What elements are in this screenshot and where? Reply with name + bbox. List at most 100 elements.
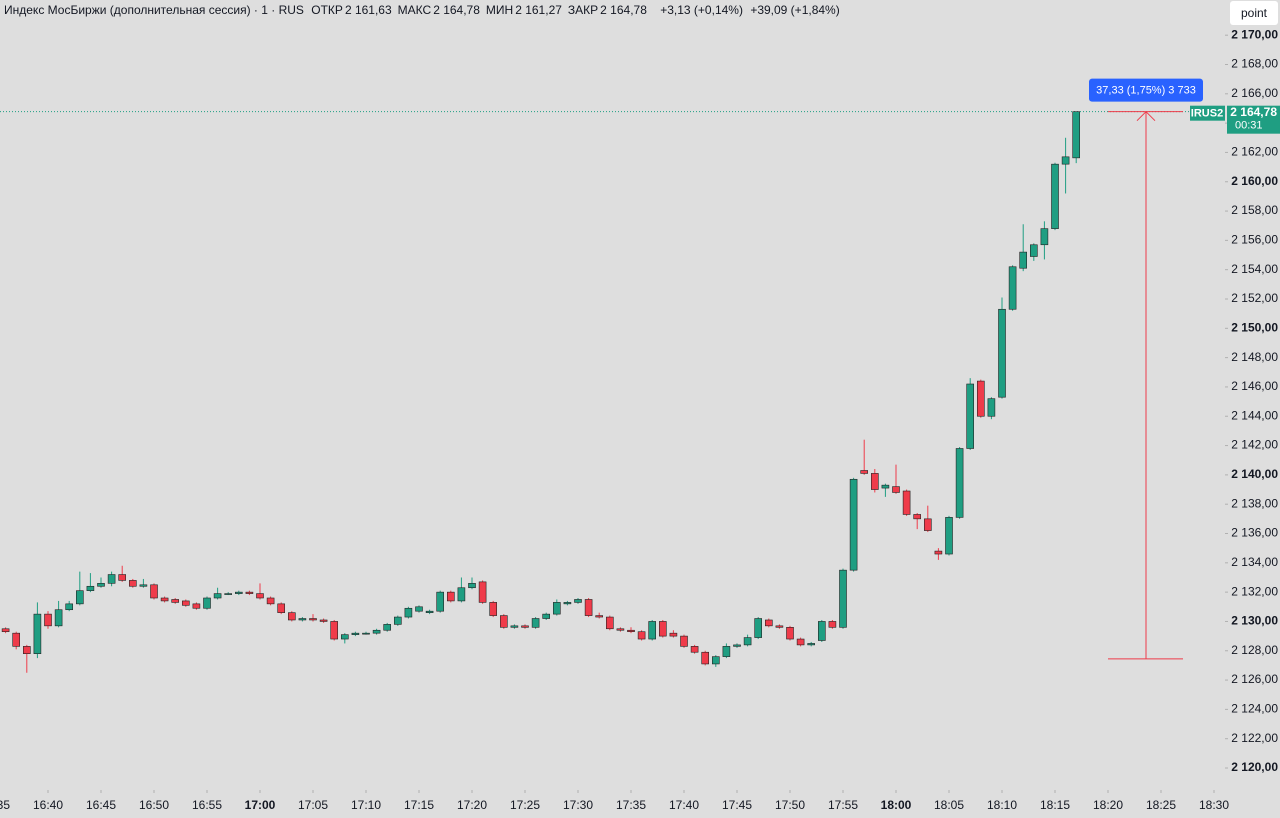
y-tick-label: 2 134,00	[1231, 555, 1278, 569]
x-tick-label: 18:15	[1040, 798, 1070, 812]
bar-change: +3,13 (+0,14%)	[660, 3, 743, 17]
candle-body	[256, 593, 264, 599]
stat-value: 2 161,27	[515, 3, 562, 17]
x-tick-label: 16:35	[0, 798, 10, 812]
candle-body	[287, 612, 296, 621]
candle-body	[54, 609, 63, 627]
x-tick-label: 16:50	[139, 798, 169, 812]
candle-body	[817, 621, 826, 641]
candle-body	[171, 599, 179, 603]
x-tick-label: 17:55	[828, 798, 858, 812]
candle-body	[976, 380, 985, 417]
candle-body	[849, 478, 858, 571]
x-tick-label: 16:40	[33, 798, 63, 812]
candle-body	[107, 574, 116, 584]
candle-body	[44, 613, 52, 627]
y-tick-label: 2 170,00	[1231, 27, 1278, 41]
candle-body	[870, 473, 879, 490]
candle-body	[881, 484, 890, 489]
x-tick-label: 18:00	[881, 798, 912, 812]
x-tick-label: 16:45	[86, 798, 116, 812]
stat-label: ЗАКР	[567, 3, 599, 17]
x-tick-label: 18:20	[1093, 798, 1123, 812]
y-tick-label: 2 162,00	[1231, 145, 1278, 159]
candle-body	[22, 646, 31, 654]
point-button[interactable]: point	[1230, 1, 1278, 25]
candle-body	[1040, 228, 1049, 246]
candle-body	[923, 518, 932, 531]
candle-body	[860, 470, 869, 474]
candle-body	[595, 615, 604, 618]
candle-body	[298, 618, 307, 621]
candle-body	[680, 635, 688, 647]
candle-body	[150, 584, 158, 599]
price-tag-label: 2 164,78	[1230, 105, 1277, 119]
x-tick-label: 17:20	[457, 798, 487, 812]
x-tick-label: 17:40	[669, 798, 699, 812]
candle-body	[902, 490, 911, 515]
candle-body	[351, 632, 360, 635]
candle-body	[701, 651, 710, 665]
candle-body	[1, 628, 10, 633]
y-tick-label: 2 130,00	[1231, 614, 1278, 628]
candle-body	[1008, 266, 1017, 310]
stat-value: 2 161,63	[344, 3, 392, 17]
countdown: 00:31	[1235, 120, 1263, 132]
candle-body	[213, 593, 222, 599]
candle-body	[775, 625, 784, 628]
y-tick-label: 2 120,00	[1231, 760, 1278, 774]
candle-body	[627, 629, 635, 633]
candle-body	[690, 646, 699, 653]
candle-body	[129, 580, 137, 587]
candle-body	[235, 591, 243, 594]
y-tick-label: 2 150,00	[1231, 320, 1278, 334]
candle-body	[637, 631, 646, 640]
symbol-tag	[1190, 105, 1225, 121]
candle-body	[76, 590, 84, 605]
candle-body	[224, 593, 232, 595]
y-tick-label: 2 128,00	[1231, 643, 1278, 657]
candle-body	[277, 603, 286, 613]
candle-body	[457, 587, 466, 602]
y-tick-label: 2 154,00	[1231, 262, 1278, 276]
candle-body	[383, 624, 392, 631]
candle-body	[489, 602, 498, 616]
candle-body	[828, 621, 837, 628]
y-tick-label: 2 138,00	[1231, 496, 1278, 510]
candle-body	[160, 597, 169, 602]
candle-body	[807, 643, 816, 646]
stat-value: 2 164,78	[600, 3, 647, 17]
x-tick-label: 18:05	[934, 798, 964, 812]
candle-body	[86, 585, 95, 591]
candle-body	[521, 625, 529, 628]
candle-body	[531, 618, 540, 628]
y-tick-label: 2 156,00	[1231, 233, 1278, 247]
x-tick-label: 16:55	[192, 798, 222, 812]
candle-body	[648, 621, 657, 640]
legend-header: Индекс МосБиржи (дополнительная сессия) …	[4, 3, 844, 17]
y-tick-label: 2 136,00	[1231, 526, 1278, 540]
candle-body	[499, 615, 508, 628]
candle-body	[330, 621, 339, 640]
candle-body	[266, 597, 275, 605]
candle-body	[393, 616, 402, 625]
y-tick-label: 2 158,00	[1231, 203, 1278, 217]
candle-body	[415, 606, 423, 612]
x-tick-label: 17:50	[775, 798, 805, 812]
candle-body	[966, 383, 975, 449]
candle-body	[1072, 111, 1080, 159]
candle-body	[245, 591, 254, 594]
candle-body	[711, 656, 720, 665]
candle-body	[404, 607, 413, 618]
candle-body	[12, 632, 20, 647]
y-tick-label: 2 146,00	[1231, 379, 1278, 393]
measure-arrow	[1136, 110, 1156, 122]
symbol-title: Индекс МосБиржи (дополнительная сессия) …	[4, 3, 304, 17]
stat-value: 2 164,78	[433, 3, 480, 17]
candle-body	[362, 632, 370, 635]
stat-label: МАКС	[397, 3, 432, 17]
candle-body	[605, 616, 614, 630]
candle-body	[1019, 251, 1028, 269]
